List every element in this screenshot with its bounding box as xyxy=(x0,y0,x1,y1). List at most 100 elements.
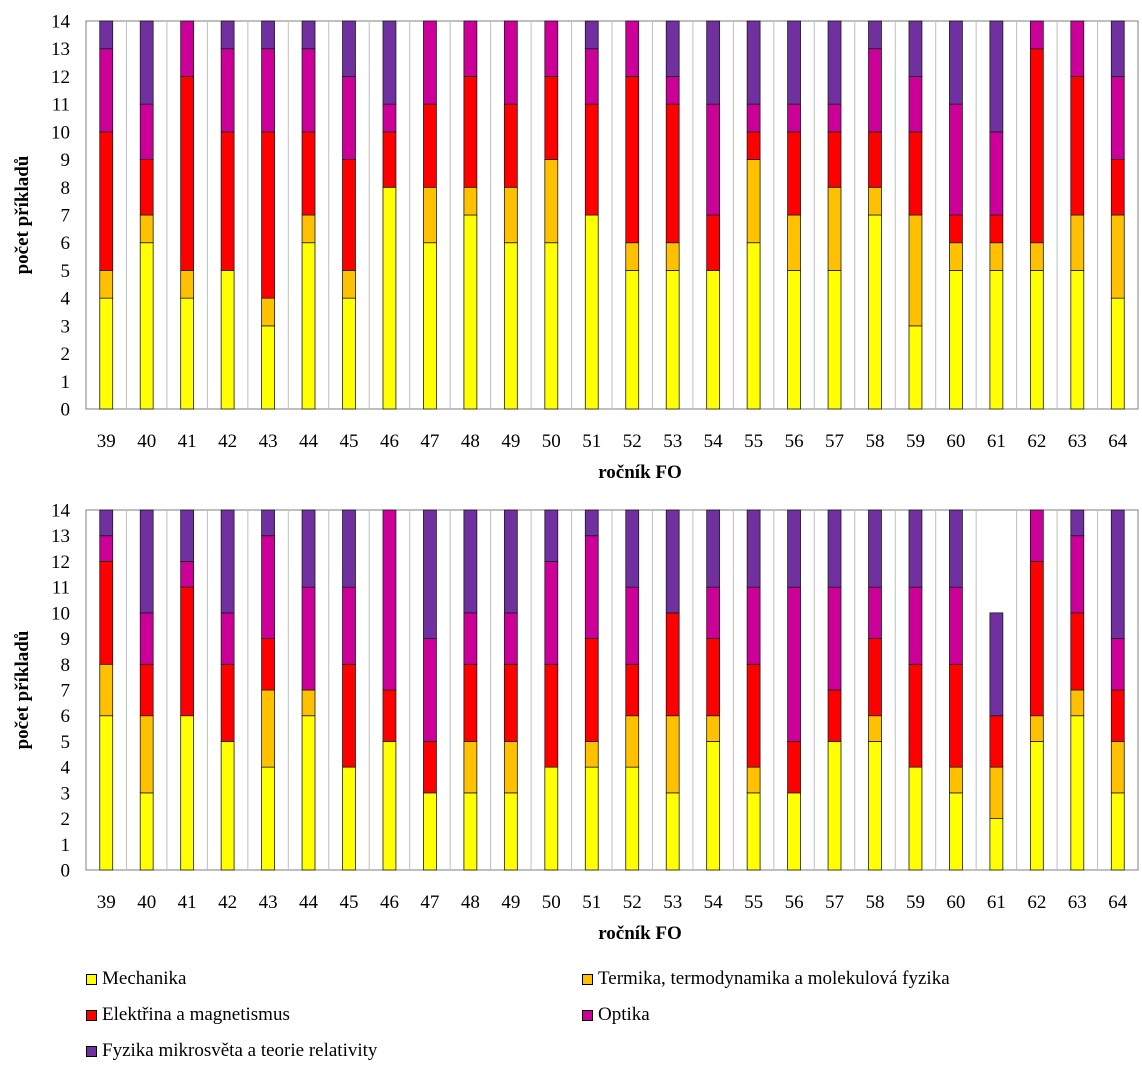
bar-44-fyzika-mikrosveta-a-teorie-relativity xyxy=(301,509,316,588)
x-axis-title: ročník FO xyxy=(598,462,682,483)
legend-label-termika: Termika, termodynamika a molekulová fyzi… xyxy=(598,968,950,989)
bar-56-optika xyxy=(787,586,801,742)
x-tick-label: 50 xyxy=(542,892,561,913)
bar-43-elektrina-a-magnetismus xyxy=(261,131,275,299)
bar-59-termika-termodynamika-a-molekulova-fyzika xyxy=(908,214,923,327)
bar-41-elektrina-a-magnetismus xyxy=(180,586,195,717)
bar-53-fyzika-mikrosveta-a-teorie-relativity xyxy=(665,509,680,614)
bar-57-elektrina-a-magnetismus xyxy=(827,131,842,188)
bar-54-optika xyxy=(706,103,721,216)
y-tick-label: 10 xyxy=(51,122,70,143)
bar-47-optika xyxy=(423,20,437,105)
x-tick-label: 45 xyxy=(340,431,359,452)
y-tick-label: 1 xyxy=(61,835,71,856)
bar-50-mechanika xyxy=(544,242,559,410)
bar-58-fyzika-mikrosveta-a-teorie-relativity xyxy=(868,20,882,50)
bar-42-fyzika-mikrosveta-a-teorie-relativity xyxy=(220,20,235,50)
bar-50-fyzika-mikrosveta-a-teorie-relativity xyxy=(544,509,559,562)
x-tick-label: 50 xyxy=(542,431,561,452)
bar-39-elektrina-a-magnetismus xyxy=(99,561,114,665)
bar-46-mechanika xyxy=(382,186,397,410)
bar-61-fyzika-mikrosveta-a-teorie-relativity xyxy=(989,612,1004,717)
bar-42-mechanika xyxy=(220,741,235,871)
bar-54-mechanika xyxy=(706,270,721,410)
bar-43-elektrina-a-magnetismus xyxy=(261,638,275,691)
x-tick-label: 39 xyxy=(97,431,116,452)
y-tick-label: 12 xyxy=(51,552,70,573)
bar-47-elektrina-a-magnetismus xyxy=(423,103,437,188)
bar-53-optika xyxy=(665,76,680,105)
x-tick-label: 41 xyxy=(178,892,197,913)
x-tick-label: 54 xyxy=(704,892,724,913)
bar-56-termika-termodynamika-a-molekulova-fyzika xyxy=(787,214,801,271)
bar-41-fyzika-mikrosveta-a-teorie-relativity xyxy=(180,509,195,562)
bar-39-fyzika-mikrosveta-a-teorie-relativity xyxy=(99,509,114,537)
bar-43-optika xyxy=(261,535,275,639)
y-tick-label: 14 xyxy=(51,12,71,33)
bar-49-elektrina-a-magnetismus xyxy=(503,663,518,742)
bar-52-termika-termodynamika-a-molekulova-fyzika xyxy=(625,715,640,768)
bar-51-mechanika xyxy=(584,766,599,871)
bar-40-mechanika xyxy=(139,792,154,871)
bar-44-mechanika xyxy=(301,715,316,871)
bar-40-termika-termodynamika-a-molekulova-fyzika xyxy=(139,214,154,244)
bar-42-fyzika-mikrosveta-a-teorie-relativity xyxy=(220,509,235,614)
bar-41-mechanika xyxy=(180,297,195,410)
bar-59-optika xyxy=(908,586,923,665)
x-tick-label: 48 xyxy=(461,892,480,913)
bar-61-mechanika xyxy=(989,818,1004,871)
bar-53-termika-termodynamika-a-molekulova-fyzika xyxy=(665,242,680,271)
bar-50-termika-termodynamika-a-molekulova-fyzika xyxy=(544,159,559,244)
bar-59-fyzika-mikrosveta-a-teorie-relativity xyxy=(908,20,923,77)
bar-56-elektrina-a-magnetismus xyxy=(787,741,801,794)
bar-49-optika xyxy=(503,612,518,665)
legend-item-mechanika: Mechanika xyxy=(86,968,186,990)
bar-40-optika xyxy=(139,612,154,665)
legend: Mechanika Termika, termodynamika a molek… xyxy=(86,966,1136,1062)
x-tick-label: 48 xyxy=(461,431,480,452)
bar-49-termika-termodynamika-a-molekulova-fyzika xyxy=(503,741,518,794)
bar-47-termika-termodynamika-a-molekulova-fyzika xyxy=(423,186,437,244)
x-tick-label: 46 xyxy=(380,892,399,913)
bar-61-optika xyxy=(989,131,1004,216)
bar-43-fyzika-mikrosveta-a-teorie-relativity xyxy=(261,509,275,537)
x-tick-label: 60 xyxy=(946,892,965,913)
bar-55-fyzika-mikrosveta-a-teorie-relativity xyxy=(746,20,761,105)
bar-52-elektrina-a-magnetismus xyxy=(625,76,640,244)
x-tick-label: 64 xyxy=(1108,892,1128,913)
bar-56-mechanika xyxy=(787,270,801,410)
bar-59-mechanika xyxy=(908,766,923,871)
x-tick-label: 52 xyxy=(623,431,642,452)
bar-63-fyzika-mikrosveta-a-teorie-relativity xyxy=(1070,509,1085,537)
y-tick-label: 11 xyxy=(52,95,70,116)
bar-43-mechanika xyxy=(261,766,275,871)
x-tick-label: 64 xyxy=(1108,431,1128,452)
x-tick-label: 45 xyxy=(340,892,359,913)
x-tick-label: 43 xyxy=(259,431,278,452)
legend-item-optika: Optika xyxy=(582,1004,650,1026)
legend-item-elektrina: Elektřina a magnetismus xyxy=(86,1004,290,1026)
bar-54-elektrina-a-magnetismus xyxy=(706,214,721,271)
y-tick-label: 5 xyxy=(61,261,71,282)
bar-46-fyzika-mikrosveta-a-teorie-relativity xyxy=(382,20,397,105)
x-tick-label: 61 xyxy=(987,431,1006,452)
bar-52-optika xyxy=(625,586,640,665)
y-tick-label: 4 xyxy=(61,758,71,779)
bar-39-mechanika xyxy=(99,715,114,871)
bar-45-fyzika-mikrosveta-a-teorie-relativity xyxy=(342,20,356,77)
bar-60-optika xyxy=(949,586,963,665)
bar-58-termika-termodynamika-a-molekulova-fyzika xyxy=(868,186,882,216)
bar-59-mechanika xyxy=(908,325,923,410)
bar-49-optika xyxy=(503,20,518,105)
bar-63-optika xyxy=(1070,535,1085,614)
x-tick-label: 57 xyxy=(825,431,844,452)
bar-62-optika xyxy=(1029,20,1044,50)
x-tick-label: 49 xyxy=(501,892,520,913)
bar-57-mechanika xyxy=(827,741,842,871)
y-tick-label: 7 xyxy=(61,206,71,227)
x-tick-label: 59 xyxy=(906,431,925,452)
bar-64-optika xyxy=(1110,638,1125,691)
